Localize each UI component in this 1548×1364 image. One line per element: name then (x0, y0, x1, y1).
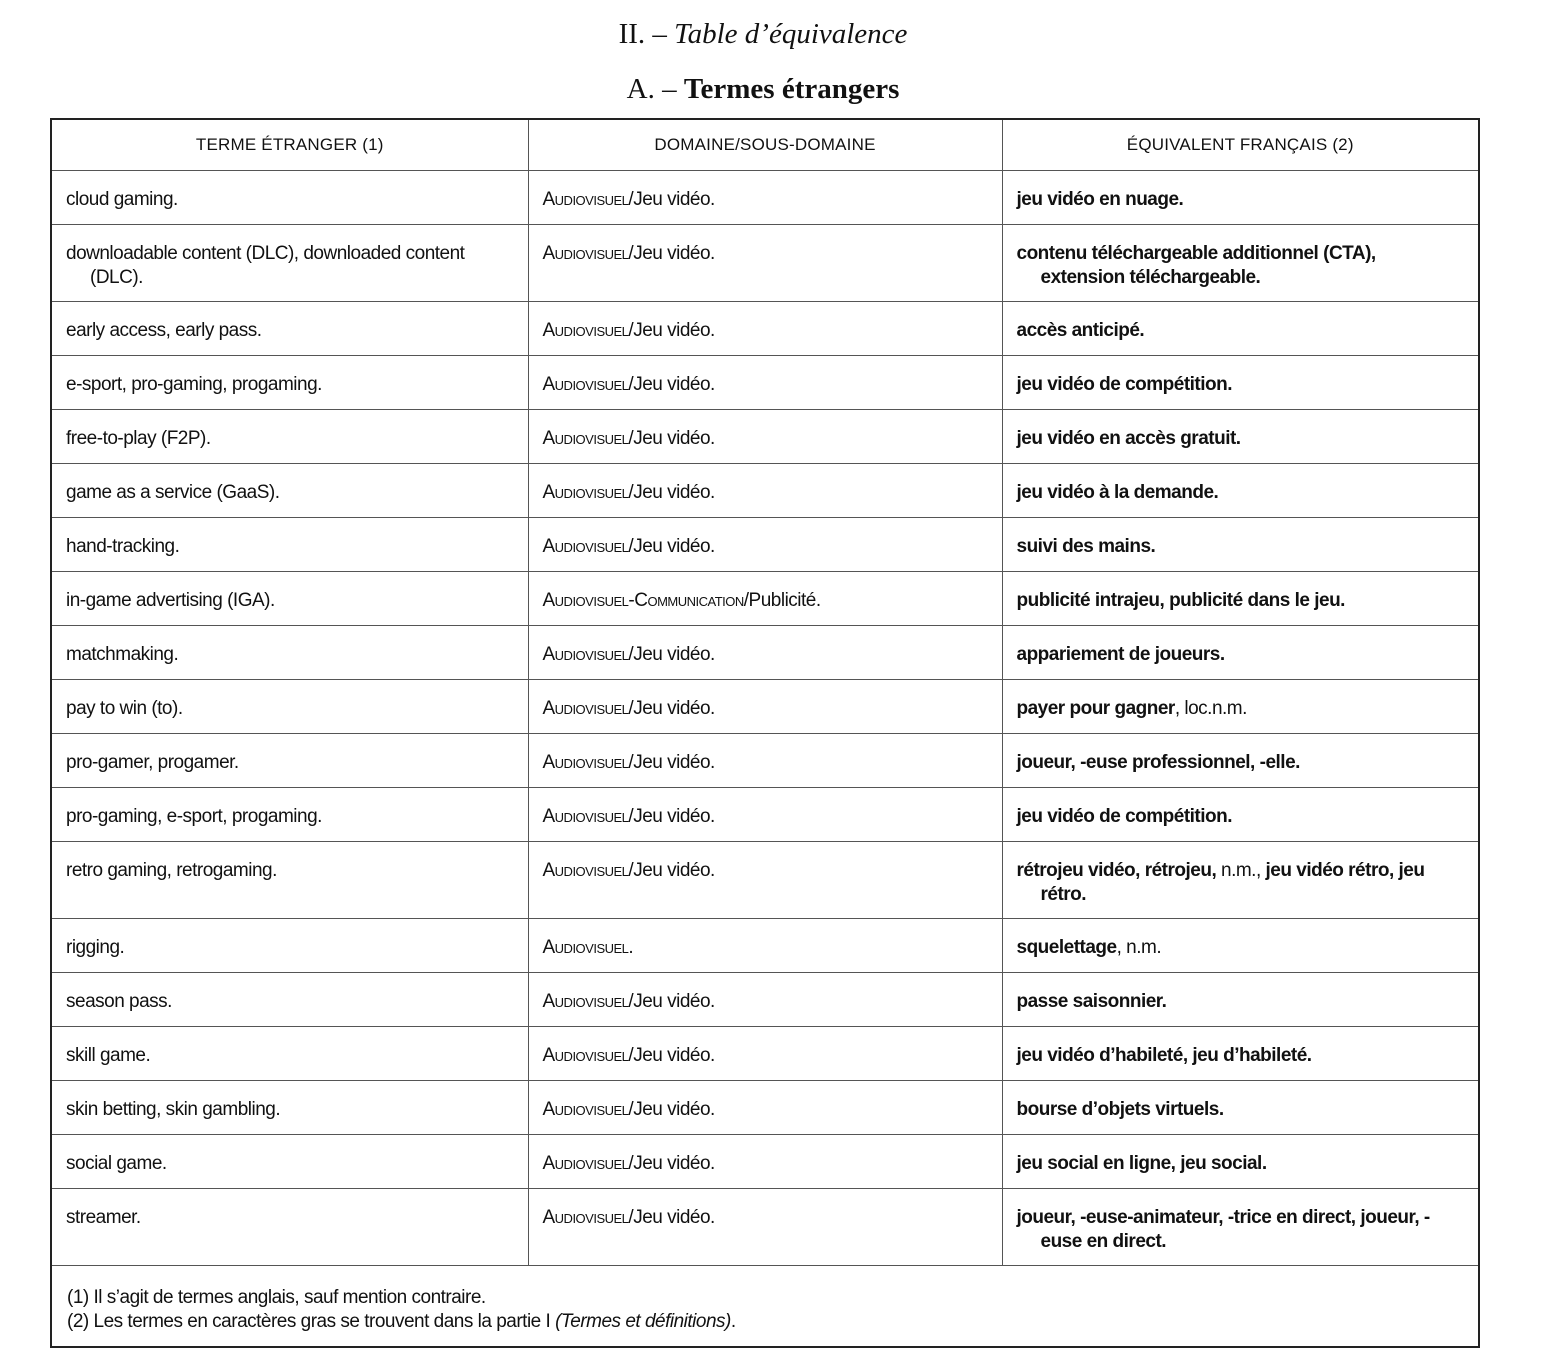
foreign-term: retro gaming, retrogaming. (50, 841, 529, 919)
table-row: rigging. Audiovisuel. squelettage, n.m. (50, 918, 1480, 973)
french-equivalent: bourse d’objets virtuels. (1001, 1080, 1480, 1135)
french-equivalent: payer pour gagner, loc.n.m. (1001, 679, 1480, 734)
french-equivalent: passe saisonnier. (1001, 972, 1480, 1027)
column-header-domain: DOMAINE/SOUS-DOMAINE (527, 118, 1003, 171)
domain: Audiovisuel/Jeu vidéo. (527, 625, 1003, 680)
french-equivalent: jeu vidéo de compétition. (1001, 787, 1480, 842)
foreign-term: hand-tracking. (50, 517, 529, 572)
section-title: Table d’équivalence (674, 18, 908, 50)
table-row: free-to-play (F2P). Audiovisuel/Jeu vidéo… (50, 409, 1480, 464)
foreign-term: social game. (50, 1134, 529, 1189)
foreign-term: matchmaking. (50, 625, 529, 680)
foreign-term: free-to-play (F2P). (50, 409, 529, 464)
foreign-term: downloadable content (DLC), downloaded c… (50, 224, 529, 302)
footnotes: (1) Il s’agit de termes anglais, sauf me… (50, 1265, 1480, 1348)
footnotes-row: (1) Il s’agit de termes anglais, sauf me… (50, 1265, 1480, 1348)
foreign-term: early access, early pass. (50, 301, 529, 356)
french-equivalent: joueur, -euse-animateur, -trice en direc… (1001, 1188, 1480, 1266)
table-row: hand-tracking. Audiovisuel/Jeu vidéo. suiv… (50, 517, 1480, 572)
french-equivalent: jeu vidéo à la demande. (1001, 463, 1480, 518)
table-row: game as a service (GaaS). Audiovisuel/Jeu… (50, 463, 1480, 518)
equivalence-table: TERME ÉTRANGER (1) DOMAINE/SOUS-DOMAINE … (50, 118, 1480, 1348)
foreign-term: pro-gaming, e-sport, progaming. (50, 787, 529, 842)
domain: Audiovisuel/Jeu vidéo. (527, 1134, 1003, 1189)
section-heading: II. – Table d’équivalence (618, 18, 908, 50)
table-row: cloud gaming. Audiovisuel/Jeu vidéo. jeu v… (50, 170, 1480, 225)
domain: Audiovisuel/Jeu vidéo. (527, 170, 1003, 225)
domain: Audiovisuel/Jeu vidéo. (527, 1080, 1003, 1135)
table-row: e-sport, pro-gaming, progaming. Audiovisu… (50, 355, 1480, 410)
foreign-term: in-game advertising (IGA). (50, 571, 529, 626)
french-equivalent: jeu vidéo en accès gratuit. (1001, 409, 1480, 464)
table-header: TERME ÉTRANGER (1) DOMAINE/SOUS-DOMAINE … (50, 118, 1480, 171)
french-equivalent: accès anticipé. (1001, 301, 1480, 356)
table-row: retro gaming, retrogaming. Audiovisuel/Je… (50, 841, 1480, 919)
table-row: skin betting, skin gambling. Audiovisuel/… (50, 1080, 1480, 1135)
foreign-term: rigging. (50, 918, 529, 973)
domain: Audiovisuel/Jeu vidéo. (527, 463, 1003, 518)
foreign-term: streamer. (50, 1188, 529, 1266)
foreign-term: season pass. (50, 972, 529, 1027)
domain: Audiovisuel/Jeu vidéo. (527, 1026, 1003, 1081)
foreign-term: pay to win (to). (50, 679, 529, 734)
domain: Audiovisuel/Jeu vidéo. (527, 787, 1003, 842)
french-equivalent: joueur, -euse professionnel, -elle. (1001, 733, 1480, 788)
domain: Audiovisuel/Jeu vidéo. (527, 517, 1003, 572)
domain: Audiovisuel/Jeu vidéo. (527, 972, 1003, 1027)
footnote-2: (2) Les termes en caractères gras se tro… (67, 1311, 736, 1332)
french-equivalent: jeu social en ligne, jeu social. (1001, 1134, 1480, 1189)
domain: Audiovisuel/Jeu vidéo. (527, 409, 1003, 464)
foreign-term: skin betting, skin gambling. (50, 1080, 529, 1135)
footnote-1: (1) Il s’agit de termes anglais, sauf me… (67, 1287, 486, 1308)
domain: Audiovisuel/Jeu vidéo. (527, 301, 1003, 356)
french-equivalent: jeu vidéo d’habileté, jeu d’habileté. (1001, 1026, 1480, 1081)
domain: Audiovisuel-Communication/Publicité. (527, 571, 1003, 626)
table-row: pro-gamer, progamer. Audiovisuel/Jeu vidé… (50, 733, 1480, 788)
table-row: early access, early pass. Audiovisuel/Jeu… (50, 301, 1480, 356)
french-equivalent: publicité intrajeu, publicité dans le je… (1001, 571, 1480, 626)
table-row: season pass. Audiovisuel/Jeu vidéo. passe … (50, 972, 1480, 1027)
french-equivalent: suivi des mains. (1001, 517, 1480, 572)
column-header-foreign-term: TERME ÉTRANGER (1) (50, 118, 529, 171)
foreign-term: pro-gamer, progamer. (50, 733, 529, 788)
french-equivalent: rétrojeu vidéo, rétrojeu, n.m., jeu vidé… (1001, 841, 1480, 919)
subsection-heading: A. – Termes étrangers (626, 73, 900, 105)
column-header-french-equivalent: ÉQUIVALENT FRANÇAIS (2) (1001, 118, 1480, 171)
french-equivalent: contenu téléchargeable additionnel (CTA)… (1001, 224, 1480, 302)
domain: Audiovisuel. (527, 918, 1003, 973)
table-row: pro-gaming, e-sport, progaming. Audiovisu… (50, 787, 1480, 842)
foreign-term: e-sport, pro-gaming, progaming. (50, 355, 529, 410)
french-equivalent: jeu vidéo de compétition. (1001, 355, 1480, 410)
table-row: matchmaking. Audiovisuel/Jeu vidéo. appari… (50, 625, 1480, 680)
table-row: streamer. Audiovisuel/Jeu vidéo. joueur, -… (50, 1188, 1480, 1266)
table-row: in-game advertising (IGA). Audiovisuel-Co… (50, 571, 1480, 626)
foreign-term: cloud gaming. (50, 170, 529, 225)
domain: Audiovisuel/Jeu vidéo. (527, 841, 1003, 919)
french-equivalent: appariement de joueurs. (1001, 625, 1480, 680)
table-row: pay to win (to). Audiovisuel/Jeu vidéo. pa… (50, 679, 1480, 734)
french-equivalent: jeu vidéo en nuage. (1001, 170, 1480, 225)
table-row: downloadable content (DLC), downloaded c… (50, 224, 1480, 302)
domain: Audiovisuel/Jeu vidéo. (527, 679, 1003, 734)
domain: Audiovisuel/Jeu vidéo. (527, 355, 1003, 410)
foreign-term: skill game. (50, 1026, 529, 1081)
subsection-title: Termes étrangers (683, 73, 900, 105)
table-row: skill game. Audiovisuel/Jeu vidéo. jeu vid… (50, 1026, 1480, 1081)
french-equivalent: squelettage, n.m. (1001, 918, 1480, 973)
domain: Audiovisuel/Jeu vidéo. (527, 733, 1003, 788)
foreign-term: game as a service (GaaS). (50, 463, 529, 518)
table-row: social game. Audiovisuel/Jeu vidéo. jeu so… (50, 1134, 1480, 1189)
domain: Audiovisuel/Jeu vidéo. (527, 1188, 1003, 1266)
domain: Audiovisuel/Jeu vidéo. (527, 224, 1003, 302)
